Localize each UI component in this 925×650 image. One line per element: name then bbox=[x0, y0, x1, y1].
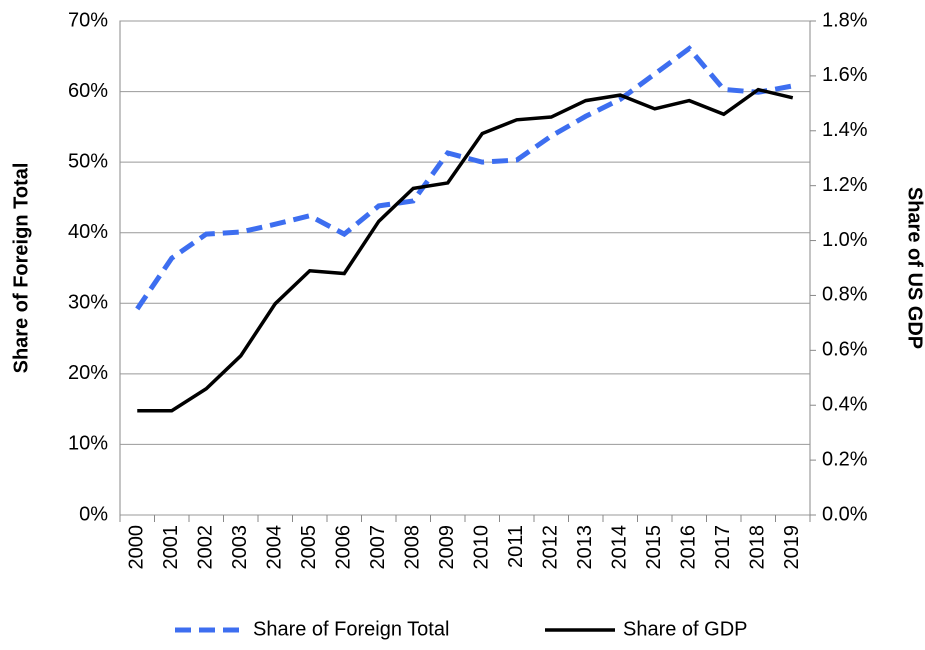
y-tick-label: 50% bbox=[68, 150, 108, 172]
x-tick-label: 2010 bbox=[471, 525, 493, 570]
x-tick-label: 2004 bbox=[264, 525, 286, 570]
y2-tick-label: 1.2% bbox=[822, 174, 868, 196]
legend-label: Share of Foreign Total bbox=[253, 618, 449, 640]
y2-tick-label: 0.8% bbox=[822, 284, 868, 306]
y-tick-label: 20% bbox=[68, 362, 108, 384]
x-tick-label: 2005 bbox=[298, 525, 320, 570]
y-tick-label: 30% bbox=[68, 292, 108, 314]
y2-tick-label: 0.6% bbox=[822, 339, 868, 361]
y2-tick-label: 0.2% bbox=[822, 448, 868, 470]
y2-tick-label: 1.6% bbox=[822, 64, 868, 86]
x-tick-label: 2016 bbox=[678, 525, 700, 570]
plot-frame bbox=[119, 20, 811, 516]
x-tick-label: 2014 bbox=[609, 525, 631, 570]
y2-tick-label: 1.0% bbox=[822, 229, 868, 251]
x-tick-label: 2000 bbox=[126, 525, 148, 570]
x-tick-label: 2015 bbox=[643, 525, 665, 570]
legend-label: Share of GDP bbox=[623, 618, 748, 640]
x-tick-label: 2019 bbox=[781, 525, 803, 570]
x-tick-label: 2009 bbox=[436, 525, 458, 570]
x-tick-label: 2013 bbox=[574, 525, 596, 570]
x-tick-label: 2008 bbox=[402, 525, 424, 570]
y-tick-label: 0% bbox=[79, 503, 108, 525]
y2-axis-title: Share of US GDP bbox=[904, 187, 925, 349]
y-tick-label: 10% bbox=[68, 433, 108, 455]
x-tick-label: 2012 bbox=[540, 525, 562, 570]
x-tick-label: 2002 bbox=[195, 525, 217, 570]
x-tick-label: 2006 bbox=[333, 525, 355, 570]
series-line bbox=[135, 45, 794, 311]
x-tick-label: 2007 bbox=[367, 525, 389, 570]
y2-tick-label: 1.8% bbox=[822, 9, 868, 31]
y-tick-label: 40% bbox=[68, 221, 108, 243]
x-tick-label: 2018 bbox=[747, 525, 769, 570]
x-tick-label: 2011 bbox=[505, 525, 527, 568]
y-axis-title: Share of Foreign Total bbox=[10, 163, 32, 374]
x-tick-label: 2003 bbox=[229, 525, 251, 570]
y2-tick-label: 0.0% bbox=[822, 503, 868, 525]
series-line bbox=[137, 87, 794, 413]
y-tick-label: 60% bbox=[68, 80, 108, 102]
y-tick-label: 70% bbox=[68, 9, 108, 31]
x-tick-label: 2001 bbox=[160, 525, 182, 570]
x-tick-label: 2017 bbox=[712, 525, 734, 570]
y2-tick-label: 0.4% bbox=[822, 394, 868, 416]
y2-tick-label: 1.4% bbox=[822, 119, 868, 141]
